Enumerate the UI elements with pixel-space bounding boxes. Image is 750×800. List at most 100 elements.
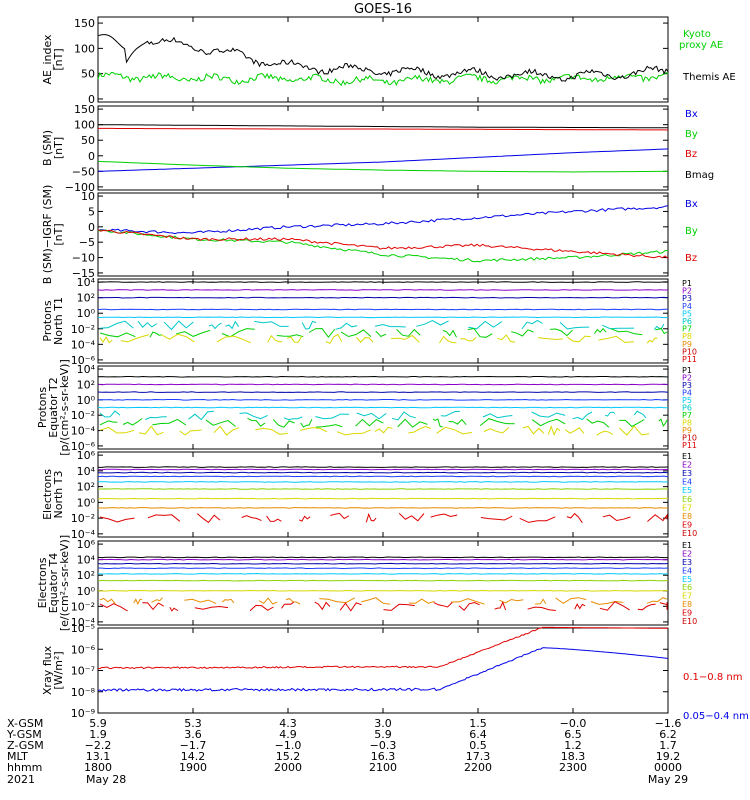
series-p7 [511, 329, 534, 337]
series-p7 [432, 418, 443, 428]
y-tick-label: 10² [77, 481, 95, 494]
series-bmag [98, 124, 668, 129]
series-p4 [97, 398, 669, 401]
series-p2 [97, 289, 668, 291]
series-p7 [99, 420, 118, 426]
y-axis-label: [nT] [52, 48, 65, 70]
series-e9 [169, 606, 179, 612]
y-axis-label: Equator T2 [47, 377, 60, 437]
cell-z: 1.2 [564, 739, 582, 752]
series-e8 [258, 597, 278, 605]
series-e9 [196, 513, 221, 524]
plot-title: GOES-16 [354, 2, 412, 17]
series-p6 [572, 411, 593, 421]
y-tick-label: 150 [74, 103, 95, 116]
series-p3 [98, 296, 669, 299]
series-e8 [499, 598, 524, 604]
series-e9 [433, 601, 453, 608]
series-e3 [97, 562, 669, 565]
cell-mlt: 18.3 [561, 750, 586, 763]
legend-e3: E3 [682, 558, 692, 567]
series-e7 [97, 497, 668, 500]
series-e2 [97, 468, 669, 471]
y-tick-label: 10⁻² [71, 409, 95, 422]
row-label-2021: 2021 [7, 773, 35, 786]
y-axis-label: [W/m²] [52, 651, 65, 689]
y-tick-label: 0 [88, 150, 95, 163]
legend-xray-long: 0.1−0.8 nm [683, 672, 742, 683]
series-e9 [519, 516, 556, 523]
cell-z: 1.7 [659, 739, 677, 752]
series-p7 [122, 418, 143, 426]
y-tick-label: −10 [72, 252, 95, 265]
series-p8 [255, 427, 288, 435]
series-e9 [647, 513, 668, 522]
row-label-z-gsm: Z-GSM [7, 739, 44, 752]
legend-e1: E1 [682, 452, 692, 461]
series-e7 [97, 589, 669, 592]
legend-p6: P6 [682, 317, 692, 326]
series-p8 [438, 335, 457, 344]
series-p8 [99, 426, 135, 434]
legend-bx-igrf: Bx [685, 199, 698, 210]
series-e8 [646, 597, 668, 604]
cell-hhmm: 1900 [179, 761, 207, 774]
series-p6 [188, 410, 214, 421]
legend-p8: P8 [682, 419, 692, 428]
series-e9 [266, 515, 282, 522]
cell-x: −0.0 [560, 717, 587, 730]
cell-date: May 28 [86, 773, 126, 786]
series-p6 [99, 320, 134, 329]
series-p8 [460, 337, 477, 342]
legend-p11: P11 [682, 355, 697, 364]
series-p7 [205, 419, 236, 427]
row-label-mlt: MLT [7, 750, 28, 763]
series-xray-short [97, 647, 669, 692]
y-tick-label: 10⁰ [77, 585, 96, 598]
series-p7 [300, 419, 313, 428]
series-e6 [97, 488, 668, 490]
series-p4 [97, 308, 668, 311]
series-p3 [97, 391, 669, 393]
series-e8 [285, 598, 301, 605]
panel-xr: 10⁻⁵ 10⁻⁶ 10⁻⁷ 10⁻⁸ 10⁻⁹ Xray flux[W/m²] 0.1−0… [41, 622, 749, 722]
cell-mlt: 16.3 [371, 750, 396, 763]
series-p8 [374, 426, 393, 434]
legend-e5: E5 [682, 486, 692, 495]
y-axis-label: Protons [36, 387, 49, 428]
y-axis-label: [nT] [52, 223, 65, 245]
y-tick-label: 10⁻⁶ [71, 440, 96, 453]
series-e8 [408, 598, 435, 604]
series-p8 [390, 334, 420, 343]
series-p8 [325, 333, 343, 345]
y-tick-label: 10 [81, 190, 95, 203]
series-p8 [619, 425, 650, 436]
series-p7 [375, 330, 387, 337]
panel-frame [97, 105, 669, 191]
y-axis-label: Protons [41, 300, 54, 341]
series-e8 [451, 598, 485, 605]
legend-e1: E1 [682, 541, 692, 550]
series-e9 [527, 606, 556, 611]
y-tick-label: 10⁻² [71, 323, 95, 336]
series-p8 [566, 335, 591, 343]
series-p8 [356, 336, 374, 343]
legend-e8: E8 [682, 600, 692, 609]
series-e5 [97, 572, 669, 575]
series-p6 [225, 320, 240, 330]
series-p7 [315, 424, 343, 428]
y-tick-label: 10⁴ [77, 276, 96, 289]
series-p8 [213, 425, 240, 436]
series-p6 [440, 410, 460, 417]
legend-e10: E10 [682, 617, 697, 626]
series-p7 [355, 418, 384, 427]
y-axis-label: Electrons [36, 557, 49, 608]
y-tick-label: 10⁻⁸ [71, 686, 96, 699]
series-e1 [97, 556, 668, 559]
legend-by: By [685, 129, 698, 140]
y-tick-label: 10⁻⁶ [71, 643, 96, 656]
series-p6 [482, 413, 513, 419]
series-e2 [97, 558, 668, 561]
legend-e8: E8 [682, 512, 692, 521]
